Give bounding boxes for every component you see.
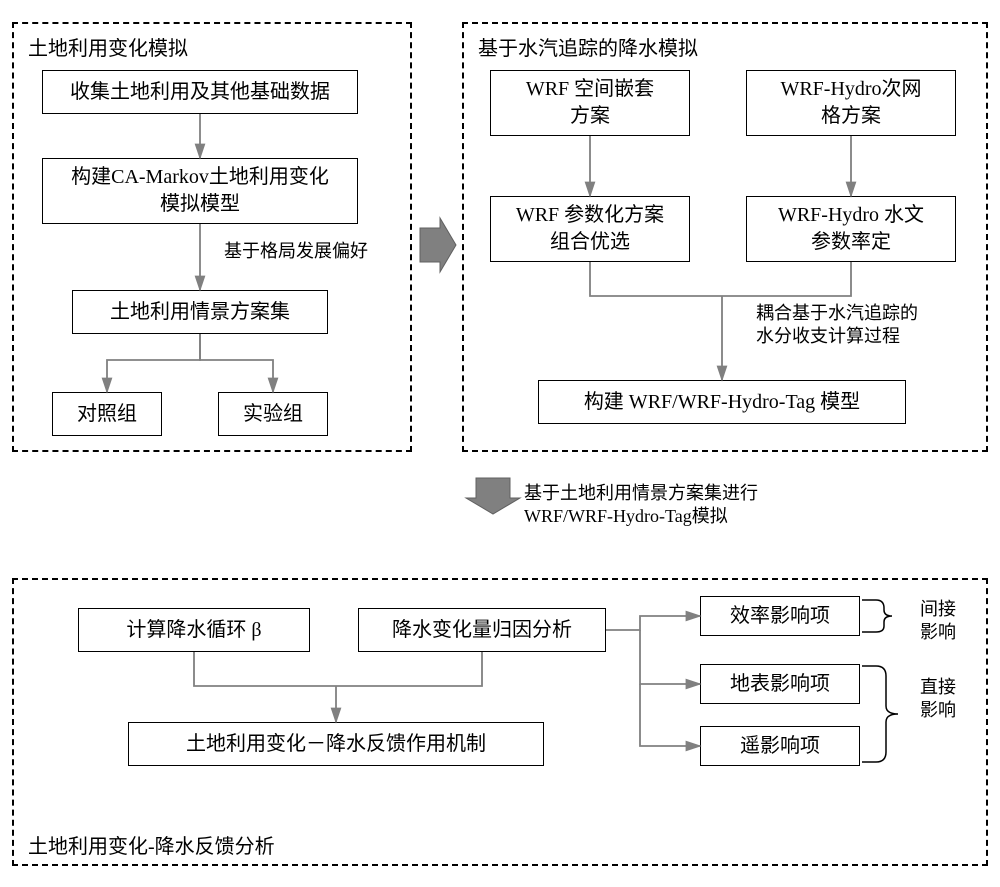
panel-title-p2: 基于水汽追踪的降水模拟 — [478, 32, 698, 61]
node-wrf-nesting: WRF 空间嵌套方案 — [490, 70, 690, 136]
node-feedback-mechanism: 土地利用变化－降水反馈作用机制 — [128, 722, 544, 766]
node-control-group: 对照组 — [52, 392, 162, 436]
panel-title-p1: 土地利用变化模拟 — [28, 32, 188, 61]
label-pattern-pref: 基于格局发展偏好 — [224, 240, 368, 263]
block-arrow-right — [420, 218, 456, 272]
label-coupling: 耦合基于水汽追踪的水分收支计算过程 — [756, 302, 918, 349]
node-efficiency-term: 效率影响项 — [700, 596, 860, 636]
node-remote-term: 遥影响项 — [700, 726, 860, 766]
node-wrf-hydro-subgrid: WRF-Hydro次网格方案 — [746, 70, 956, 136]
node-ca-markov: 构建CA-Markov土地利用变化模拟模型 — [42, 158, 358, 224]
node-surface-term: 地表影响项 — [700, 664, 860, 704]
node-attribution: 降水变化量归因分析 — [358, 608, 606, 652]
label-indirect-effect: 间接影响 — [920, 598, 956, 645]
node-build-tag-model: 构建 WRF/WRF-Hydro-Tag 模型 — [538, 380, 906, 424]
panel-title-p3: 土地利用变化-降水反馈分析 — [28, 830, 275, 859]
node-wrf-hydro-calib: WRF-Hydro 水文参数率定 — [746, 196, 956, 262]
label-direct-effect: 直接影响 — [920, 676, 956, 723]
node-experiment-group: 实验组 — [218, 392, 328, 436]
node-scenario-set: 土地利用情景方案集 — [72, 290, 328, 334]
label-sim-with-scenarios: 基于土地利用情景方案集进行WRF/WRF-Hydro-Tag模拟 — [524, 482, 758, 529]
node-collect-data: 收集土地利用及其他基础数据 — [42, 70, 358, 114]
block-arrow-down — [466, 478, 520, 514]
node-wrf-param-opt: WRF 参数化方案组合优选 — [490, 196, 690, 262]
node-calc-beta: 计算降水循环 β — [78, 608, 310, 652]
diagram-canvas: 土地利用变化模拟 基于水汽追踪的降水模拟 土地利用变化-降水反馈分析 收集土地利… — [0, 0, 1000, 887]
